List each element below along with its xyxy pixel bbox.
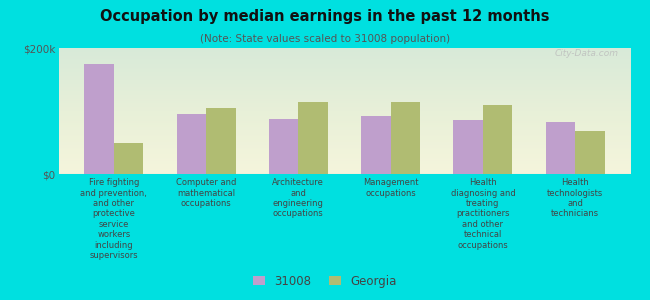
- Bar: [269, 118, 298, 174]
- Bar: [575, 131, 604, 174]
- Legend: 31008, Georgia: 31008, Georgia: [250, 271, 400, 291]
- Bar: [177, 114, 206, 174]
- Bar: [391, 101, 420, 174]
- Text: City-Data.com: City-Data.com: [555, 49, 619, 58]
- Bar: [483, 105, 512, 174]
- Bar: [298, 101, 328, 174]
- Text: (Note: State values scaled to 31008 population): (Note: State values scaled to 31008 popu…: [200, 34, 450, 44]
- Bar: [84, 64, 114, 174]
- Bar: [114, 142, 144, 174]
- Bar: [453, 120, 483, 174]
- Bar: [361, 116, 391, 174]
- Bar: [206, 108, 236, 174]
- Text: Occupation by median earnings in the past 12 months: Occupation by median earnings in the pas…: [100, 9, 550, 24]
- Bar: [545, 122, 575, 174]
